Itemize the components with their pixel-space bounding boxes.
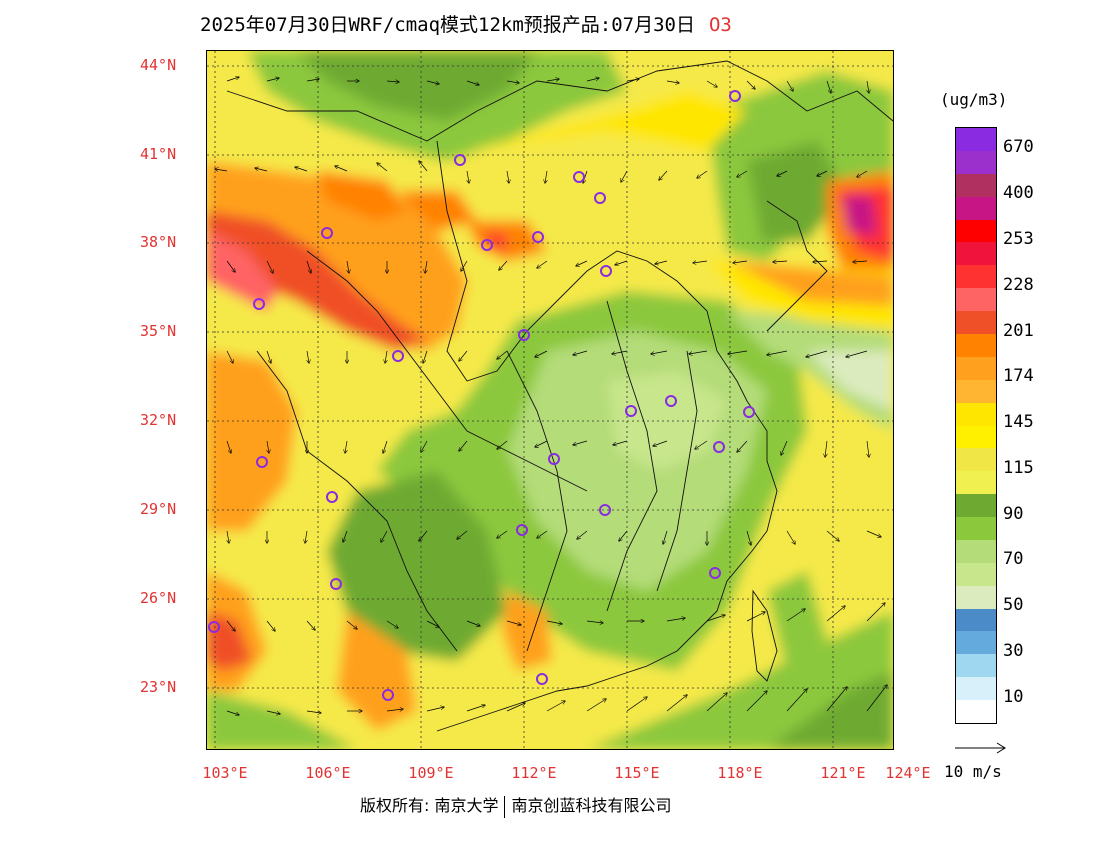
legend-swatch [956,654,996,678]
title-text: 2025年07月30日WRF/cmaq模式12km预报产品:07月30日 [200,14,695,36]
legend-swatch [956,448,996,472]
legend-swatch [956,128,996,152]
legend-swatch [956,311,996,335]
legend-swatch [956,471,996,495]
lat-label-32: 32°N [140,411,177,429]
legend-swatch [956,700,996,724]
legend-value: 50 [1003,595,1024,616]
legend-value: 90 [1003,503,1024,524]
lon-label-124: 124°E [885,764,931,782]
reference-vector-arrow [955,742,1006,754]
lon-label-112: 112°E [511,764,557,782]
legend-swatch [956,631,996,655]
reference-vector-label: 10 m/s [944,762,1002,781]
legend-value: 30 [1003,640,1024,661]
legend-swatch [956,242,996,266]
legend-swatch [956,288,996,312]
legend-swatch [956,608,996,632]
legend-swatch [956,494,996,518]
legend-value: 145 [1003,412,1034,433]
legend-swatch [956,517,996,541]
lat-label-23: 23°N [140,678,177,696]
lat-label-38: 38°N [140,233,177,251]
boundaries [226,60,893,732]
legend-value: 70 [1003,549,1024,570]
legend-swatch [956,402,996,426]
legend-value: 228 [1003,274,1034,295]
legend-swatch [956,379,996,404]
legend-swatch [956,539,996,564]
lat-label-44: 44°N [140,56,177,74]
legend-value: 201 [1003,320,1034,341]
copyright-left: 版权所有: 南京大学 [360,796,499,815]
lat-label-35: 35°N [140,322,177,340]
copyright: 版权所有: 南京大学 南京创蓝科技有限公司 [360,792,672,818]
legend-unit: (ug/m3) [940,90,1008,109]
legend-swatch [956,219,996,243]
ozone-map [206,50,894,750]
wind-vectors [215,77,887,715]
copyright-right: 南京创蓝科技有限公司 [511,796,672,815]
color-legend [955,127,997,724]
lon-label-118: 118°E [717,764,763,782]
ozone-map-svg [207,51,893,749]
legend-value: 115 [1003,457,1034,478]
legend-swatch [956,677,996,701]
lon-label-103: 103°E [202,764,248,782]
lon-label-121: 121°E [820,764,866,782]
legend-swatch [956,150,996,175]
concentration-field [207,51,893,749]
lon-label-106: 106°E [305,764,351,782]
legend-swatch [956,173,996,198]
lon-label-115: 115°E [614,764,660,782]
legend-swatch [956,333,996,358]
legend-swatch [956,265,996,289]
lat-label-41: 41°N [140,145,177,163]
pollutant-label: O3 [708,14,732,36]
legend-value: 253 [1003,228,1034,249]
legend-swatch [956,562,996,587]
legend-value: 10 [1003,686,1024,707]
map-title: 2025年07月30日WRF/cmaq模式12km预报产品:07月30日 O3 [200,10,900,37]
legend-swatch [956,356,996,381]
legend-value: 400 [1003,183,1034,204]
lon-label-109: 109°E [408,764,454,782]
lat-label-26: 26°N [140,589,177,607]
legend-value: 174 [1003,366,1034,387]
lat-label-29: 29°N [140,500,177,518]
city-markers [208,90,755,701]
legend-swatch [956,585,996,610]
legend-swatch [956,425,996,449]
legend-value: 670 [1003,137,1034,158]
legend-swatch [956,196,996,221]
